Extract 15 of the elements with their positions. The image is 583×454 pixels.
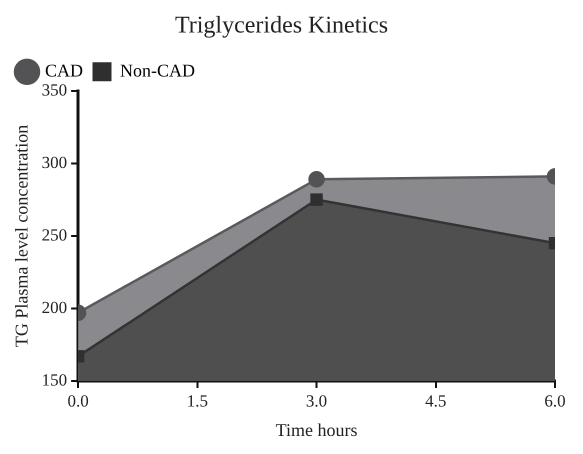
x-tick-label: 0.0 (67, 392, 89, 411)
x-tick-label: 6.0 (544, 392, 566, 411)
y-tick-label: 200 (42, 298, 68, 317)
y-tick-label: 350 (42, 80, 68, 100)
y-tick-label: 250 (42, 225, 68, 244)
x-axis-title: Time hours (276, 420, 358, 440)
chart-title: Triglycerides Kinetics (174, 12, 388, 39)
y-tick-label: 300 (42, 152, 68, 172)
x-tick-label: 4.5 (425, 392, 446, 411)
y-axis-title: TG Plasma level concentration (12, 124, 32, 348)
y-tick-label: 150 (42, 370, 68, 390)
legend-label: CAD (45, 60, 84, 81)
x-tick-label: 1.5 (186, 392, 208, 411)
x-tick-label: 3.0 (306, 392, 328, 411)
legend-label: Non-CAD (120, 60, 196, 81)
